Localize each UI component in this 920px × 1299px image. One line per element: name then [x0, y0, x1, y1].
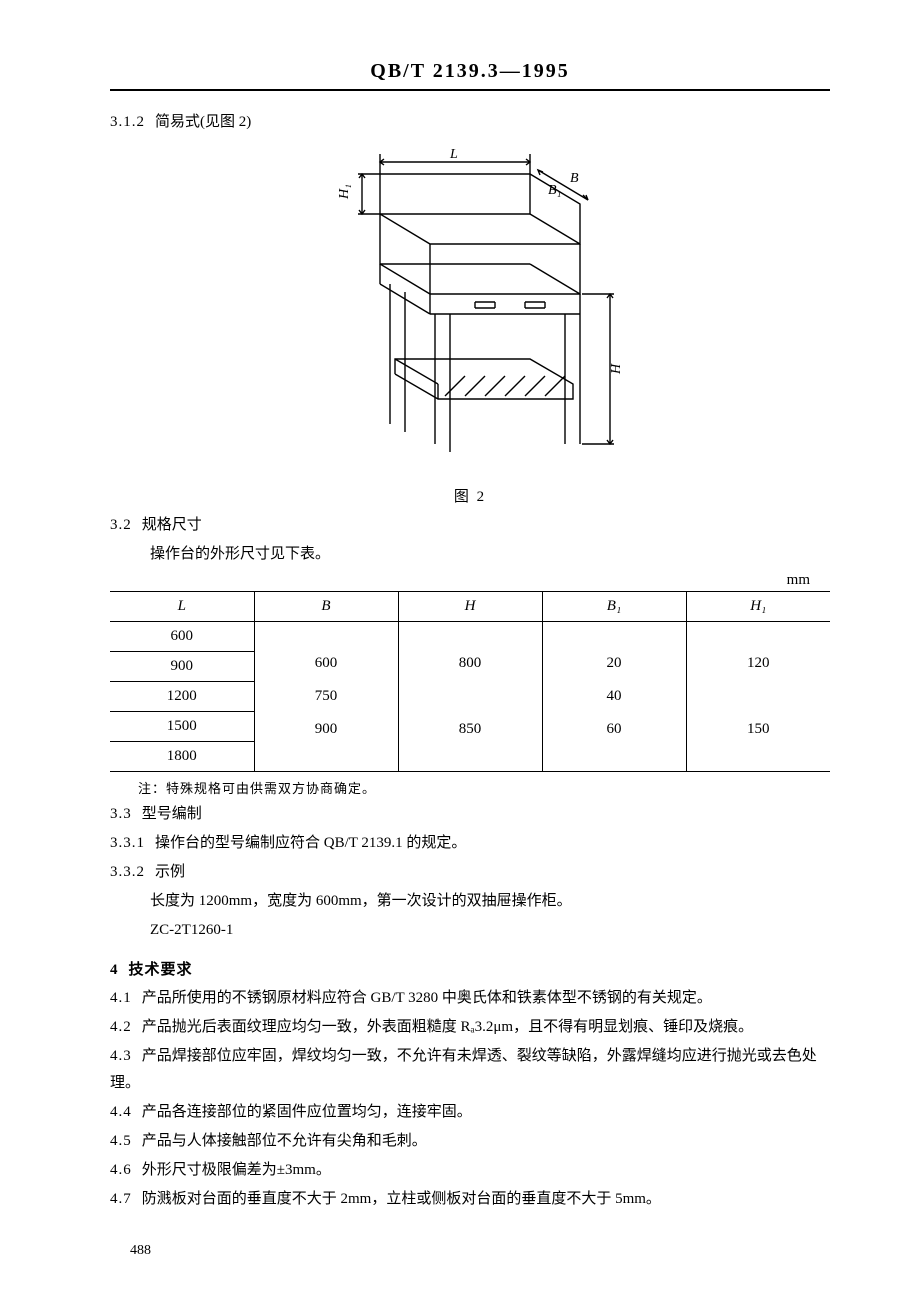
- section-3-3: 3.3 型号编制: [110, 801, 830, 828]
- section-4: 4 技术要求: [110, 958, 830, 979]
- sec-text: 防溅板对台面的垂直度不大于 2mm，立柱或侧板对台面的垂直度不大于 5mm。: [142, 1191, 661, 1207]
- sec-num: 3.3.2: [110, 864, 145, 880]
- table-cell: 1500: [110, 712, 254, 742]
- sec-num: 4.4: [110, 1104, 132, 1120]
- dim-label-B: B: [570, 171, 579, 186]
- sec-num: 4.6: [110, 1162, 132, 1178]
- sec-3-2-line: 操作台的外形尺寸见下表。: [150, 541, 830, 568]
- col-B: B: [254, 592, 398, 622]
- page-number: 488: [130, 1243, 830, 1259]
- item-4-7: 4.7 防溅板对台面的垂直度不大于 2mm，立柱或侧板对台面的垂直度不大于 5mm…: [110, 1186, 830, 1213]
- item-4-5: 4.5 产品与人体接触部位不允许有尖角和毛刺。: [110, 1128, 830, 1155]
- dim-label-H: H: [609, 363, 624, 375]
- col-H: H: [398, 592, 542, 622]
- sec-text: 产品焊接部位应牢固，焊纹均匀一致，不允许有未焊透、裂纹等缺陷，外露焊缝均应进行抛…: [110, 1048, 817, 1091]
- item-4-3: 4.3产品焊接部位应牢固，焊纹均匀一致，不允许有未焊透、裂纹等缺陷，外露焊缝均应…: [110, 1043, 830, 1097]
- table-cell: 800 850: [398, 622, 542, 772]
- table-cell: 1800: [110, 742, 254, 772]
- item-4-6: 4.6 外形尺寸极限偏差为±3mm。: [110, 1157, 830, 1184]
- dim-label-H1: H₁: [337, 184, 352, 200]
- example-line-2: ZC-2T1260-1: [150, 917, 830, 944]
- col-H1: H₁: [686, 592, 830, 622]
- sec-num: 4: [110, 962, 119, 978]
- workbench-diagram: L B B₁ H₁: [270, 144, 670, 474]
- sec-text: 简易式(见图 2): [155, 114, 251, 130]
- table-cell: 600 750 900: [254, 622, 398, 772]
- sec-num: 3.2: [110, 517, 132, 533]
- table-cell: 20 40 60: [542, 622, 686, 772]
- col-L: L: [110, 592, 254, 622]
- section-3-3-1: 3.3.1 操作台的型号编制应符合 QB/T 2139.1 的规定。: [110, 830, 830, 857]
- sec-text: 产品所使用的不锈钢原材料应符合 GB/T 3280 中奥氏体和铁素体型不锈钢的有…: [142, 990, 712, 1006]
- sec-num: 3.3.1: [110, 835, 145, 851]
- table-cell: 900: [110, 652, 254, 682]
- table-cell: 600: [110, 622, 254, 652]
- sec-text: 操作台的型号编制应符合 QB/T 2139.1 的规定。: [155, 835, 466, 851]
- table-note: 注：特殊规格可由供需双方协商确定。: [138, 778, 830, 797]
- dim-label-L: L: [449, 147, 458, 162]
- sec-title: 型号编制: [142, 806, 202, 822]
- sec-text: 外形尺寸极限偏差为±3mm。: [142, 1162, 331, 1178]
- table-cell: 1200: [110, 682, 254, 712]
- sec-num: 3.3: [110, 806, 132, 822]
- item-4-4: 4.4 产品各连接部位的紧固件应位置均匀，连接牢固。: [110, 1099, 830, 1126]
- sec-num: 4.2: [110, 1019, 132, 1035]
- sec-num: 4.3: [110, 1048, 132, 1064]
- figure-caption: 图 2: [110, 485, 830, 506]
- sec-title: 示例: [155, 864, 185, 880]
- table-unit: mm: [110, 572, 830, 589]
- sec-text: 产品抛光后表面纹理应均匀一致，外表面粗糙度 Rₐ3.2μm，且不得有明显划痕、锤…: [142, 1019, 753, 1035]
- sec-title: 技术要求: [129, 962, 193, 978]
- dimensions-table: L B H B₁ H₁ 600 600 750 900 800 850 20 4…: [110, 591, 830, 772]
- sec-num: 3.1.2: [110, 114, 145, 130]
- item-4-1: 4.1 产品所使用的不锈钢原材料应符合 GB/T 3280 中奥氏体和铁素体型不锈…: [110, 985, 830, 1012]
- sec-text: 产品各连接部位的紧固件应位置均匀，连接牢固。: [142, 1104, 472, 1120]
- table-cell: 120 150: [686, 622, 830, 772]
- sec-num: 4.1: [110, 990, 132, 1006]
- sec-num: 4.5: [110, 1133, 132, 1149]
- sec-num: 4.7: [110, 1191, 132, 1207]
- section-3-2: 3.2 规格尺寸: [110, 512, 830, 539]
- figure-2: L B B₁ H₁: [110, 144, 830, 506]
- item-4-2: 4.2 产品抛光后表面纹理应均匀一致，外表面粗糙度 Rₐ3.2μm，且不得有明显划…: [110, 1014, 830, 1041]
- col-B1: B₁: [542, 592, 686, 622]
- sec-title: 规格尺寸: [142, 517, 202, 533]
- example-line-1: 长度为 1200mm，宽度为 600mm，第一次设计的双抽屉操作柜。: [150, 888, 830, 915]
- dim-label-B1: B₁: [548, 183, 561, 198]
- standard-code: QB/T 2139.3—1995: [110, 60, 830, 91]
- section-3-3-2: 3.3.2 示例: [110, 859, 830, 886]
- section-3-1-2: 3.1.2 简易式(见图 2): [110, 109, 830, 136]
- sec-text: 产品与人体接触部位不允许有尖角和毛刺。: [142, 1133, 427, 1149]
